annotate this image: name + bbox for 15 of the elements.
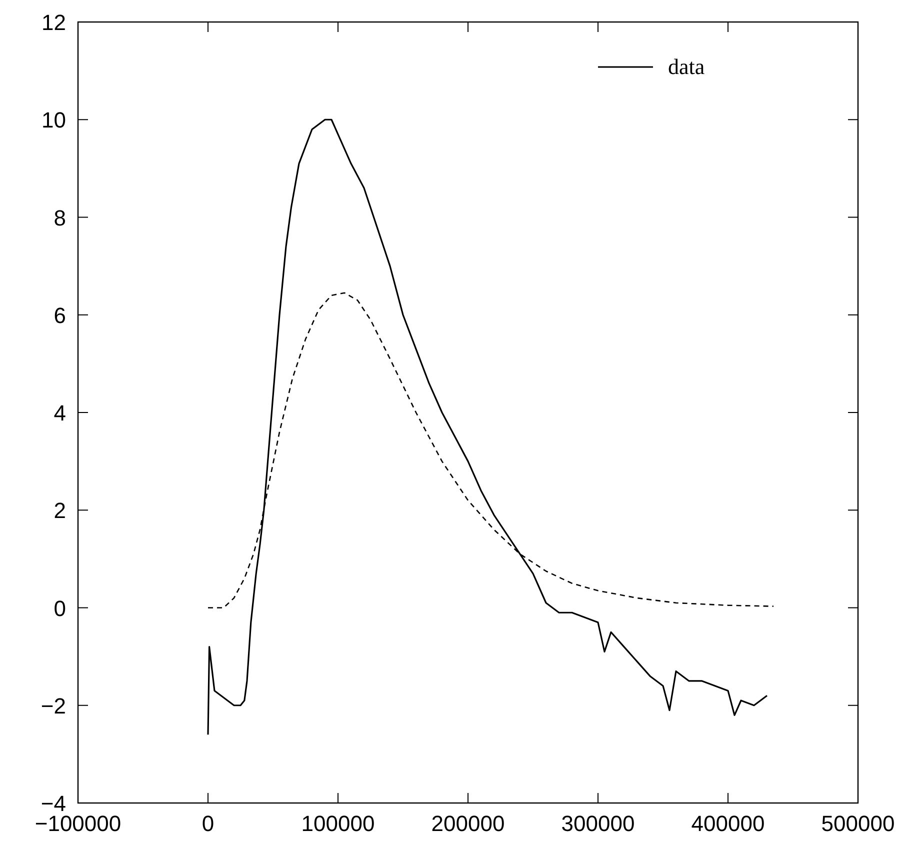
y-tick-label: 8 bbox=[54, 205, 66, 230]
x-tick-label: 0 bbox=[202, 811, 214, 836]
x-tick-label: 100000 bbox=[301, 811, 375, 836]
legend-label: data bbox=[668, 54, 705, 79]
x-tick-label: 300000 bbox=[561, 811, 635, 836]
y-tick-label: 12 bbox=[42, 10, 66, 35]
y-tick-label: −2 bbox=[40, 693, 66, 718]
y-tick-label: 10 bbox=[42, 108, 66, 133]
x-tick-label: 500000 bbox=[821, 811, 895, 836]
y-tick-label: 4 bbox=[54, 400, 66, 426]
y-tick-label: 0 bbox=[54, 596, 66, 621]
y-tick-label: 2 bbox=[54, 498, 66, 524]
x-tick-label: 400000 bbox=[691, 811, 765, 836]
x-tick-label: 200000 bbox=[431, 811, 505, 836]
y-tick-label: 6 bbox=[54, 302, 66, 328]
